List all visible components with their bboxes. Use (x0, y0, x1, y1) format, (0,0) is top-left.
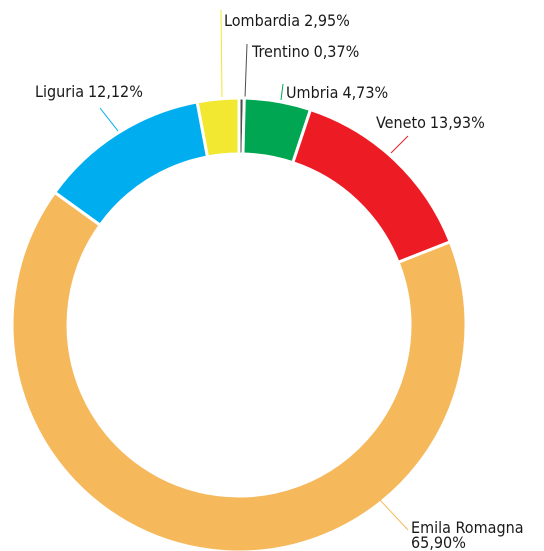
donut-slice (195, 96, 241, 159)
slice-value: 2,95% (304, 11, 350, 30)
slice-label: Veneto 13,93% (376, 113, 485, 132)
slice-name: Emila Romagna (411, 518, 524, 537)
slice-value: 65,90% (411, 533, 466, 551)
slice-name: Liguria (35, 82, 84, 101)
donut-slice (10, 190, 468, 551)
slice-value: 0,37% (314, 42, 360, 61)
slice-name: Lombardia (224, 11, 300, 30)
donut-slice (52, 100, 210, 228)
slice-name: Trentino (251, 42, 310, 61)
slice-value: 12,12% (88, 82, 143, 101)
slice-label: Emila Romagna 65,90% (411, 518, 524, 551)
leader-line (244, 43, 248, 99)
slice-label: Lombardia 2,95% (224, 11, 350, 30)
slice-value: 4,73% (342, 83, 388, 102)
leader-line (280, 83, 284, 101)
slice-label: Umbria 4,73% (286, 83, 388, 102)
slice-name: Umbria (286, 83, 338, 102)
donut-slice (290, 107, 453, 265)
slice-name: Veneto (376, 113, 426, 132)
slice-value: 13,93% (430, 113, 485, 132)
leader-line (390, 135, 409, 154)
slice-label: Trentino 0,37% (251, 42, 359, 61)
slice-label: Liguria 12,12% (35, 82, 143, 101)
leader-line (351, 469, 409, 531)
leader-line (220, 9, 223, 98)
leader-line (99, 107, 119, 132)
